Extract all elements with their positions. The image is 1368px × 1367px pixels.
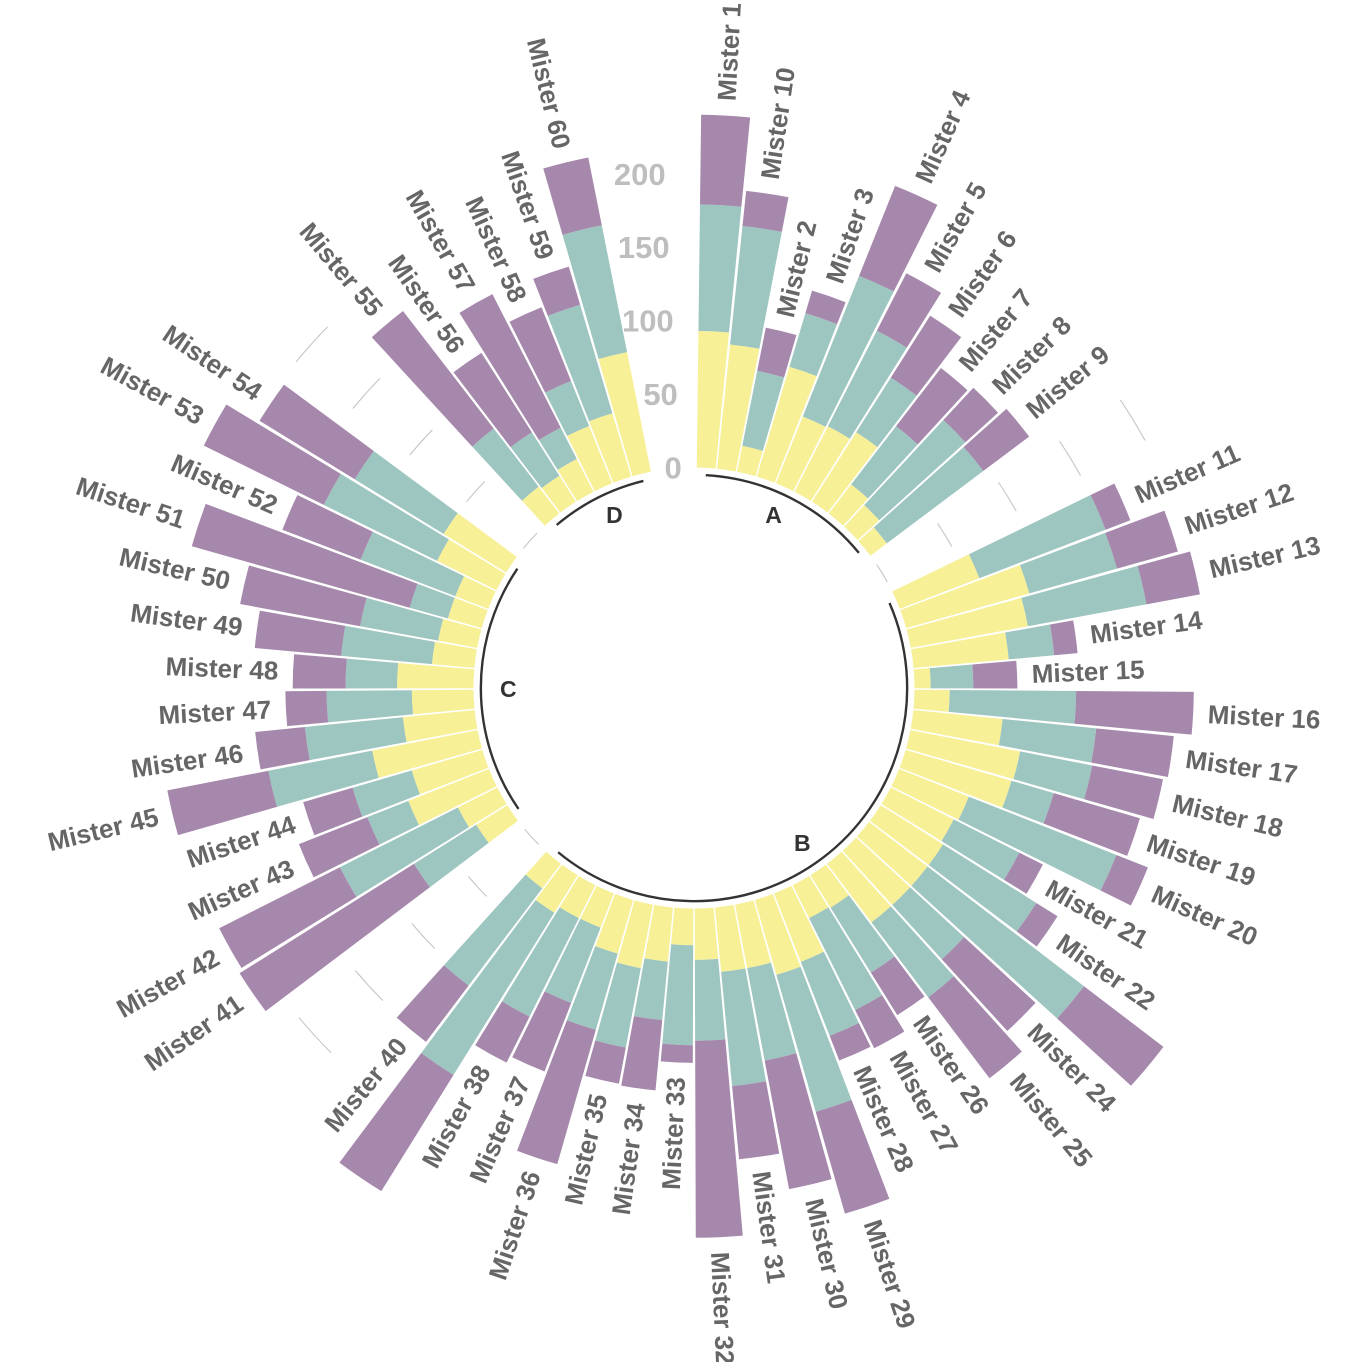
- svg-text:C: C: [500, 676, 517, 702]
- svg-text:Mister 48: Mister 48: [165, 651, 279, 686]
- svg-text:Mister 15: Mister 15: [1031, 654, 1145, 689]
- svg-text:200: 200: [614, 157, 666, 192]
- svg-text:D: D: [606, 502, 623, 528]
- svg-text:0: 0: [665, 450, 682, 485]
- svg-text:150: 150: [618, 230, 670, 265]
- svg-text:Mister 16: Mister 16: [1207, 699, 1321, 735]
- svg-text:50: 50: [643, 377, 677, 412]
- svg-text:A: A: [765, 502, 782, 528]
- svg-text:B: B: [794, 830, 811, 856]
- svg-text:100: 100: [622, 304, 674, 339]
- svg-text:Mister 33: Mister 33: [656, 1076, 691, 1190]
- svg-text:Mister 47: Mister 47: [158, 694, 272, 730]
- svg-text:Mister 32: Mister 32: [705, 1251, 740, 1362]
- svg-text:Mister 1: Mister 1: [712, 2, 747, 102]
